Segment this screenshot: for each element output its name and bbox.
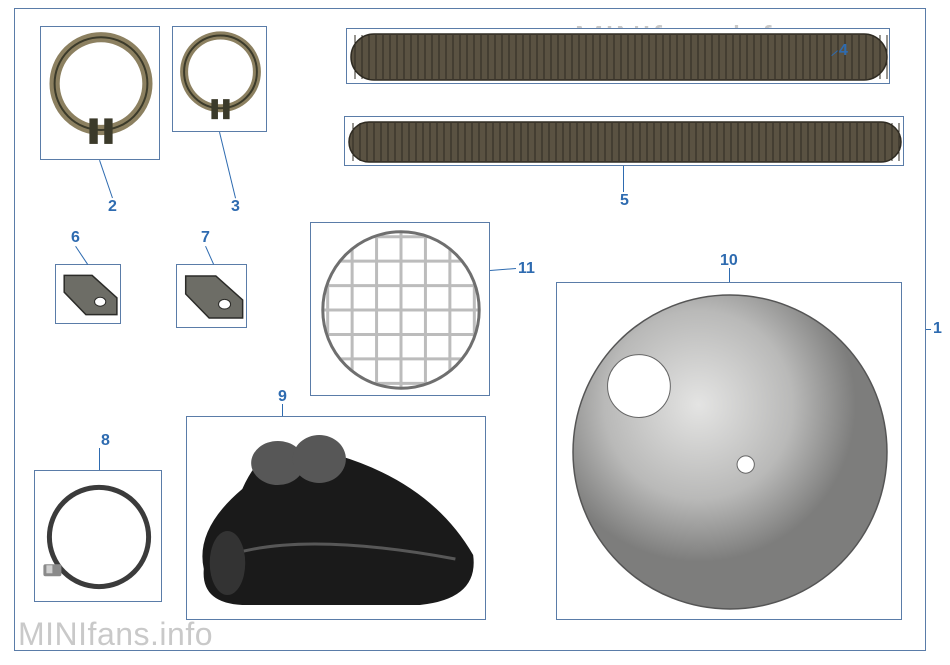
leader-line [623,166,624,192]
part-box-10 [556,282,902,620]
part-box-3 [172,26,267,132]
leader-line [926,329,931,330]
leader-line [99,448,100,470]
part-box-9 [186,416,486,620]
callout-9: 9 [278,388,287,406]
callout-10: 10 [720,252,738,270]
part-box-7 [176,264,247,328]
leader-line [729,268,730,282]
part-box-4 [346,28,890,84]
part-box-5 [344,116,904,166]
callout-3: 3 [231,198,240,216]
part-box-6 [55,264,121,324]
callout-7: 7 [201,229,210,247]
part-box-2 [40,26,160,160]
part-box-11 [310,222,490,396]
callout-11: 11 [518,260,535,278]
part-box-8 [34,470,162,602]
callout-4: 4 [839,42,848,60]
callout-5: 5 [620,192,629,210]
callout-8: 8 [101,432,110,450]
callout-6: 6 [71,229,80,247]
callout-2: 2 [108,198,117,216]
callout-1: 1 [933,320,942,338]
